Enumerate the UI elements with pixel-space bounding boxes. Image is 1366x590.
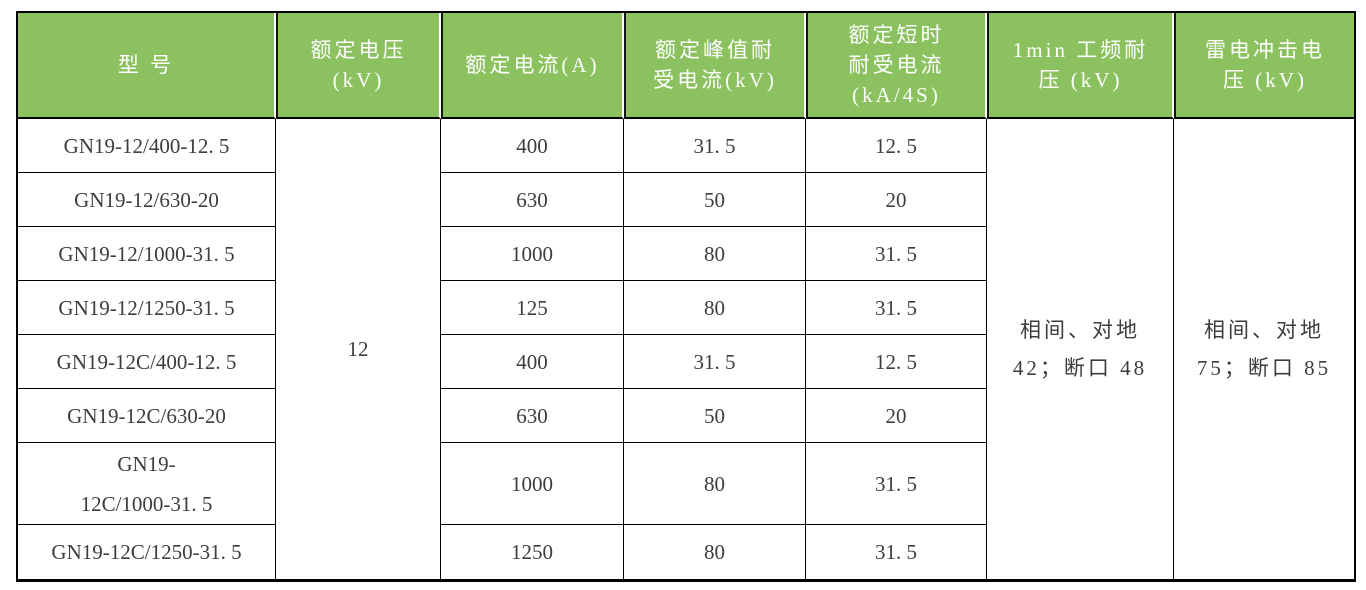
short-time-withstand-current-cell: 31. 5 <box>806 443 987 525</box>
header-cell-lightning-impulse-voltage: 雷电冲击电 压 (kV) <box>1174 13 1354 119</box>
header-row: 型 号 额定电压 (kV) 额定电流(A) 额定峰值耐 受电流(kV) 额定短时… <box>18 13 1354 119</box>
rated-voltage-merged-cell: 12 <box>276 119 441 579</box>
header-cell-short-time-withstand-current: 额定短时 耐受电流 (kA/4S) <box>806 13 987 119</box>
peak-withstand-current-cell: 50 <box>624 389 806 443</box>
model-cell: GN19-12/400-12. 5 <box>18 119 276 173</box>
peak-withstand-current-cell: 80 <box>624 227 806 281</box>
spec-table-frame: 型 号 额定电压 (kV) 额定电流(A) 额定峰值耐 受电流(kV) 额定短时… <box>16 11 1356 582</box>
peak-withstand-current-cell: 50 <box>624 173 806 227</box>
table-row: GN19-12C/630-20 630 50 20 <box>18 389 1354 443</box>
table-row: GN19-12C/1250-31. 5 1250 80 31. 5 <box>18 525 1354 579</box>
header-cell-model: 型 号 <box>18 13 276 119</box>
rated-current-cell: 1000 <box>441 443 624 525</box>
peak-withstand-current-cell: 80 <box>624 443 806 525</box>
lightning-impulse-voltage-merged-cell: 相间、对地 75；断口 85 <box>1196 318 1332 380</box>
rated-current-cell: 630 <box>441 389 624 443</box>
header-cell-rated-current: 额定电流(A) <box>441 13 624 119</box>
spec-table: 型 号 额定电压 (kV) 额定电流(A) 额定峰值耐 受电流(kV) 额定短时… <box>18 13 1354 579</box>
model-cell: GN19-12C/1250-31. 5 <box>18 525 276 579</box>
table-row: GN19-12/400-12. 5 12 400 31. 5 12. 5 相间、… <box>18 119 1354 579</box>
header-cell-peak-withstand-current: 额定峰值耐 受电流(kV) <box>624 13 806 119</box>
short-time-withstand-current-cell: 31. 5 <box>806 227 987 281</box>
short-time-withstand-current-cell: 12. 5 <box>806 119 987 173</box>
power-frequency-withstand-voltage-merged-cell: 相间、对地 42；断口 48 <box>987 119 1174 579</box>
model-cell: GN19- 12C/1000-31. 5 <box>18 443 276 525</box>
model-cell: GN19-12C/630-20 <box>18 389 276 443</box>
peak-withstand-current-cell: 80 <box>624 525 806 579</box>
table-body: GN19-12/400-12. 5 12 400 31. 5 12. 5 相间、… <box>18 119 1354 579</box>
peak-withstand-current-cell: 31. 5 <box>624 119 806 173</box>
short-time-withstand-current-cell: 31. 5 <box>806 525 987 579</box>
rated-current-cell: 400 <box>441 119 624 173</box>
model-cell: GN19-12C/400-12. 5 <box>18 335 276 389</box>
rated-current-cell: 1250 <box>441 525 624 579</box>
model-cell: GN19-12/1000-31. 5 <box>18 227 276 281</box>
short-time-withstand-current-cell: 31. 5 <box>806 281 987 335</box>
header-cell-rated-voltage: 额定电压 (kV) <box>276 13 441 119</box>
header-cell-power-frequency-withstand-voltage: 1min 工频耐 压 (kV) <box>987 13 1174 119</box>
rated-current-cell: 400 <box>441 335 624 389</box>
table-row: GN19-12C/400-12. 5 400 31. 5 12. 5 <box>18 335 1354 389</box>
table-row: GN19-12/1250-31. 5 125 80 31. 5 <box>18 281 1354 335</box>
short-time-withstand-current-cell: 12. 5 <box>806 335 987 389</box>
rated-current-cell: 125 <box>441 281 624 335</box>
short-time-withstand-current-cell: 20 <box>806 173 987 227</box>
table-header: 型 号 额定电压 (kV) 额定电流(A) 额定峰值耐 受电流(kV) 额定短时… <box>18 13 1354 119</box>
peak-withstand-current-cell: 31. 5 <box>624 335 806 389</box>
table-row: GN19- 12C/1000-31. 5 1000 80 31. 5 <box>18 443 1354 525</box>
table-row: GN19-12/1000-31. 5 1000 80 31. 5 <box>18 227 1354 281</box>
table-row: GN19-12/630-20 630 50 20 <box>18 173 1354 227</box>
short-time-withstand-current-cell: 20 <box>806 389 987 443</box>
rated-current-cell: 1000 <box>441 227 624 281</box>
model-cell: GN19-12/1250-31. 5 <box>18 281 276 335</box>
model-cell: GN19-12/630-20 <box>18 173 276 227</box>
peak-withstand-current-cell: 80 <box>624 281 806 335</box>
rated-current-cell: 630 <box>441 173 624 227</box>
